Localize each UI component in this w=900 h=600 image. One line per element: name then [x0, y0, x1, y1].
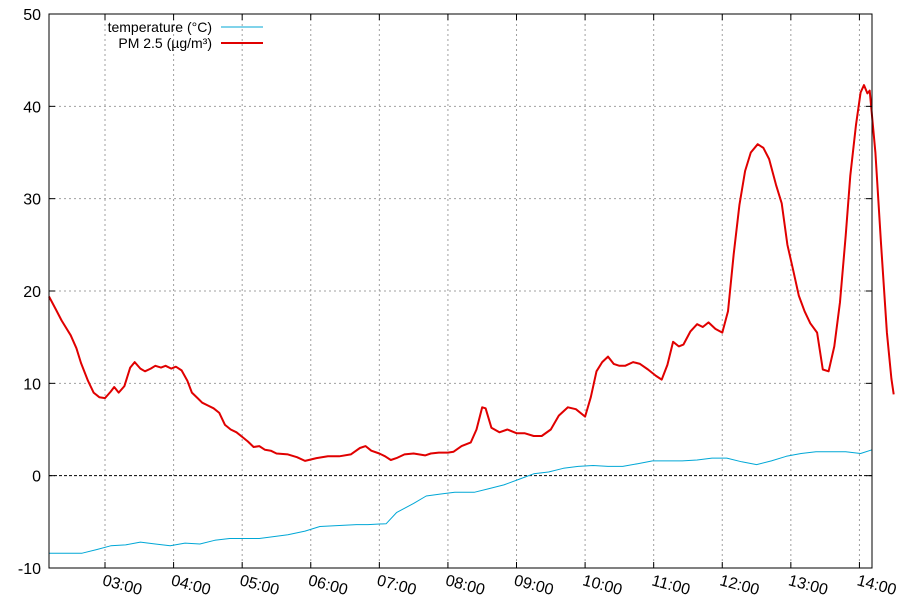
series-line-temperature — [49, 449, 873, 554]
x-tick-label: 14:00 — [855, 572, 898, 599]
y-tick-label: 30 — [23, 192, 41, 209]
x-tick-label: 03:00 — [101, 572, 144, 599]
legend-label: PM 2.5 (µg/m³) — [118, 35, 212, 51]
x-tick-label: 08:00 — [444, 572, 487, 599]
series-lines — [48, 84, 895, 554]
x-tick-label: 05:00 — [238, 572, 281, 599]
x-tick-label: 06:00 — [306, 572, 349, 599]
grid — [49, 14, 872, 568]
y-axis-tick-labels: -10 0 10 20 30 40 50 — [18, 7, 41, 578]
legend-label: temperature (°C) — [108, 19, 212, 35]
y-tick-label: 50 — [23, 7, 41, 24]
y-tick-label: 10 — [23, 376, 41, 393]
y-tick-label: 20 — [23, 284, 41, 301]
x-tick-label: 04:00 — [169, 572, 212, 599]
x-tick-label: 12:00 — [718, 572, 761, 599]
legend: temperature (°C)PM 2.5 (µg/m³) — [108, 19, 263, 51]
x-tick-label: 07:00 — [375, 572, 418, 599]
y-tick-label: 0 — [32, 469, 41, 486]
axis-ticks — [49, 13, 872, 569]
y-tick-label: -10 — [18, 561, 41, 578]
x-tick-label: 10:00 — [581, 572, 624, 599]
series-line-pm25 — [48, 84, 895, 462]
x-tick-label: 11:00 — [650, 572, 692, 599]
x-tick-label: 09:00 — [512, 572, 555, 599]
x-axis-tick-labels: 03:00 04:00 05:00 06:00 07:00 08:00 09:00 10:00… — [101, 572, 899, 599]
y-tick-label: 40 — [23, 99, 41, 116]
x-tick-label: 13:00 — [786, 572, 829, 599]
